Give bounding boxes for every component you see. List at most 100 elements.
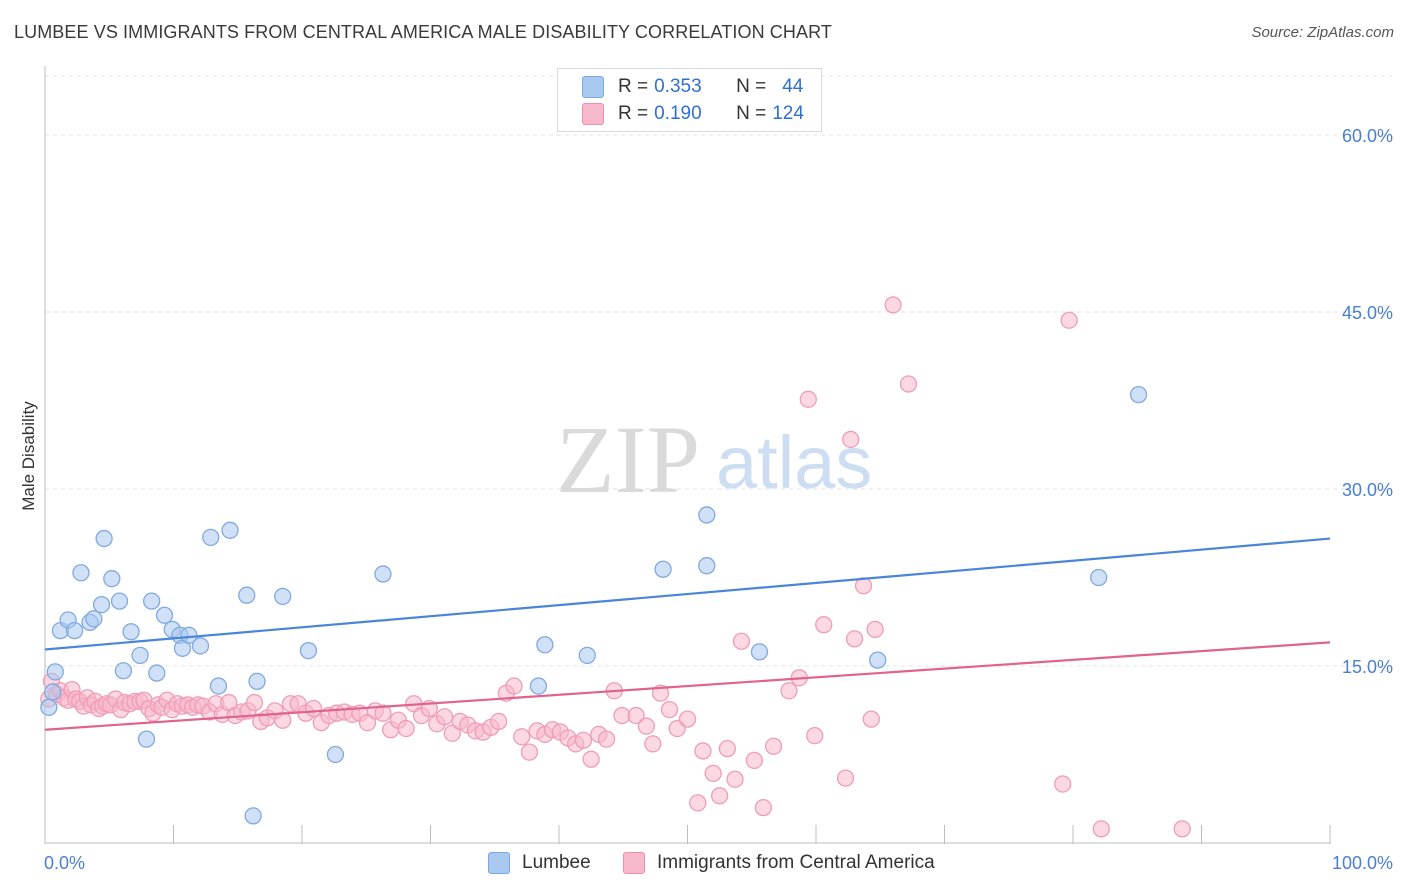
lumbee-point xyxy=(191,637,210,655)
immigrants-point xyxy=(597,730,616,748)
immigrants-point xyxy=(505,677,523,695)
lumbee-point xyxy=(1129,385,1148,404)
immigrants-point xyxy=(899,375,918,393)
legend-swatch-lumbee xyxy=(582,76,604,98)
source-credit: Source: ZipAtlas.com xyxy=(1251,24,1394,41)
x-tick-label: 100.0% xyxy=(1332,853,1393,873)
lumbee-point xyxy=(299,642,318,660)
immigrants-point xyxy=(489,712,508,731)
immigrants-point xyxy=(513,728,531,746)
lumbee-point xyxy=(110,592,129,610)
legend-row-lumbee: R = 0.353 N = 44 xyxy=(582,74,803,100)
legend-swatch-immigrants xyxy=(582,103,604,125)
immigrants-point xyxy=(764,737,783,755)
grid-lines xyxy=(45,75,1392,667)
watermark: ZIP atlas xyxy=(556,406,872,513)
lumbee-point xyxy=(40,698,58,716)
legend-n-label: N = xyxy=(736,103,767,124)
lumbee-point xyxy=(654,560,672,578)
lumbee-point xyxy=(221,521,239,539)
trend-lines xyxy=(44,537,1331,731)
lumbee-point xyxy=(148,664,166,682)
immigrants-point xyxy=(304,699,323,718)
lumbee-point xyxy=(85,610,103,628)
immigrants-point xyxy=(845,630,864,648)
lumbee-point xyxy=(1090,568,1108,587)
lumbee-point xyxy=(114,662,133,680)
tick-labels: 15.0% 30.0% 45.0% 60.0% 0.0% 100.0% xyxy=(44,126,1393,873)
data-points xyxy=(40,296,1191,838)
immigrants-point xyxy=(1173,820,1191,838)
legend-r-label: R = xyxy=(618,103,649,124)
immigrants-point xyxy=(627,706,645,725)
immigrants-point xyxy=(866,620,884,639)
lumbee-point xyxy=(122,623,140,641)
immigrants-point xyxy=(637,717,656,735)
immigrants-point xyxy=(1092,820,1110,838)
lumbee-point xyxy=(92,595,111,614)
immigrants-point xyxy=(520,743,539,761)
immigrants-point xyxy=(582,750,600,768)
lumbee-point xyxy=(72,564,90,582)
legend-r-value: 0.353 xyxy=(654,76,702,97)
lumbee-point xyxy=(238,586,256,604)
immigrants-point xyxy=(726,770,744,788)
immigrants-point xyxy=(754,798,772,817)
immigrants-point xyxy=(862,710,880,728)
lumbee-point xyxy=(155,606,174,624)
lumbee-point xyxy=(578,646,596,665)
lumbee-point xyxy=(244,807,262,825)
immigrants-point xyxy=(815,616,833,634)
series-legend: Lumbee Immigrants from Central America xyxy=(0,852,1406,878)
series-legend-label: Immigrants from Central America xyxy=(657,852,935,873)
legend-r-value: 0.190 xyxy=(654,103,702,124)
lumbee-point xyxy=(95,529,113,548)
x-tick-label: 0.0% xyxy=(44,853,85,873)
correlation-legend: R = 0.353 N = 44 R = 0.190 N = 124 xyxy=(557,68,822,132)
immigrants-point xyxy=(780,682,798,700)
immigrants-point xyxy=(842,430,860,449)
lumbee-point xyxy=(869,651,887,669)
lumbee-point xyxy=(46,663,64,681)
series-legend-lumbee[interactable]: Lumbee xyxy=(488,852,591,874)
lumbee-point xyxy=(274,587,292,606)
legend-n-value: 44 xyxy=(782,76,804,97)
lumbee-point xyxy=(65,621,84,640)
y-tick-label: 30.0% xyxy=(1342,480,1393,500)
legend-row-immigrants: R = 0.190 N = 124 xyxy=(582,101,804,127)
lumbee-point xyxy=(750,643,769,661)
immigrants-point xyxy=(678,710,697,728)
lumbee-point xyxy=(209,677,228,695)
lumbee-point xyxy=(326,745,345,764)
immigrants-point xyxy=(836,769,855,787)
immigrants-point xyxy=(374,704,392,722)
lumbee-trend-line xyxy=(44,537,1331,651)
y-tick-label: 15.0% xyxy=(1342,657,1393,677)
lumbee-point xyxy=(103,570,121,588)
immigrants-point xyxy=(660,701,679,719)
immigrants-point xyxy=(1054,775,1072,793)
immigrants-point xyxy=(884,296,902,314)
immigrants-point xyxy=(710,787,729,805)
immigrants-point xyxy=(644,735,662,753)
immigrants-point xyxy=(799,390,817,408)
immigrants-point xyxy=(274,711,292,729)
immigrants-point xyxy=(1060,311,1078,329)
watermark-zip: ZIP xyxy=(556,406,700,513)
lumbee-point xyxy=(529,677,548,695)
series-legend-immigrants[interactable]: Immigrants from Central America xyxy=(623,852,935,874)
immigrants-point xyxy=(574,731,593,749)
legend-n-label: N = xyxy=(736,76,767,97)
series-swatch-immigrants xyxy=(623,852,645,874)
lumbee-point xyxy=(698,557,716,575)
lumbee-point xyxy=(698,506,716,524)
y-tick-label: 45.0% xyxy=(1342,303,1393,323)
immigrants-point xyxy=(806,726,824,745)
lumbee-point xyxy=(143,592,161,610)
lumbee-point xyxy=(248,672,266,690)
y-axis-label: Male Disability xyxy=(19,401,38,511)
immigrants-point xyxy=(745,751,763,770)
series-legend-label: Lumbee xyxy=(522,852,591,873)
immigrants-point xyxy=(245,693,264,712)
